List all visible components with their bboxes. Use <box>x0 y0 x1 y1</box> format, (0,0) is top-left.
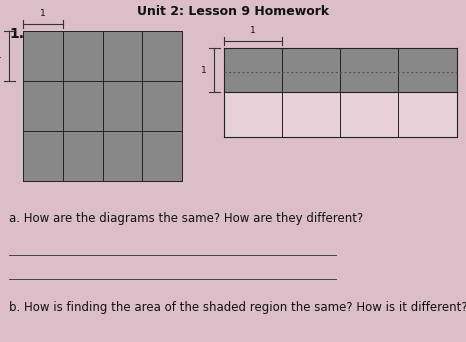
Bar <box>224 92 457 137</box>
Text: 1: 1 <box>201 66 206 75</box>
Bar <box>23 31 182 181</box>
Text: 1: 1 <box>40 9 46 18</box>
Bar <box>224 48 457 92</box>
Text: b. How is finding the area of the shaded region the same? How is it different?: b. How is finding the area of the shaded… <box>9 301 466 314</box>
Text: 1: 1 <box>250 26 256 35</box>
Text: 1: 1 <box>0 51 1 60</box>
Text: Unit 2: Lesson 9 Homework: Unit 2: Lesson 9 Homework <box>137 5 329 18</box>
Text: a. How are the diagrams the same? How are they different?: a. How are the diagrams the same? How ar… <box>9 212 363 225</box>
Text: 1.: 1. <box>9 27 24 41</box>
